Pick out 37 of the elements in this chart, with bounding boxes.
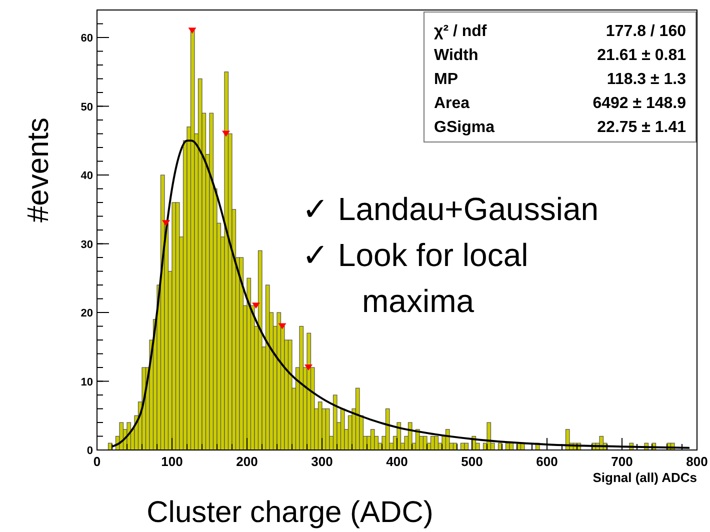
y-tick-label: 30 xyxy=(80,238,93,251)
annotation: 6492 ± 148.9 xyxy=(592,95,686,112)
x-tick-label: 500 xyxy=(461,454,483,469)
annotation: ✓ Look for local xyxy=(302,237,528,273)
annotation: maxima xyxy=(362,283,474,319)
y-tick-label: 60 xyxy=(80,32,93,44)
y-tick-label: 10 xyxy=(80,376,93,388)
y-tick-label: 50 xyxy=(80,101,93,114)
annotation: 177.8 / 160 xyxy=(606,23,686,40)
y-tick-label: 20 xyxy=(80,308,93,320)
y-tick-label: 0 xyxy=(86,445,93,457)
x-tick-label: 800 xyxy=(686,454,708,469)
x-tick-label: 100 xyxy=(161,454,183,469)
annotation: 22.75 ± 1.41 xyxy=(597,119,686,136)
x-tick-label: 700 xyxy=(611,454,633,469)
annotation: χ² / ndf xyxy=(434,23,488,40)
annotation: 21.61 ± 0.81 xyxy=(597,47,686,64)
point xyxy=(188,28,196,34)
x-tick-label: 400 xyxy=(386,454,408,469)
annotation: Width xyxy=(434,47,478,64)
point xyxy=(162,220,170,226)
y-tick-label: 40 xyxy=(80,170,93,182)
text: Cluster charge (ADC) xyxy=(146,496,434,529)
x-tick-label: 200 xyxy=(236,454,258,469)
annotation: Area xyxy=(434,95,470,112)
annotation: MP xyxy=(434,71,458,88)
x-axis-title: Signal (all) ADCs xyxy=(592,470,697,485)
annotation: 118.3 ± 1.3 xyxy=(606,71,686,88)
point xyxy=(222,130,230,137)
annotation: ✓ Landau+Gaussian xyxy=(302,191,599,227)
point xyxy=(252,302,260,309)
point xyxy=(278,323,286,330)
x-tick-label: 600 xyxy=(536,454,558,469)
annotation: GSigma xyxy=(434,119,495,136)
point xyxy=(304,364,312,370)
y-axis-title: #events xyxy=(22,117,55,223)
x-tick-label: 300 xyxy=(311,454,333,469)
